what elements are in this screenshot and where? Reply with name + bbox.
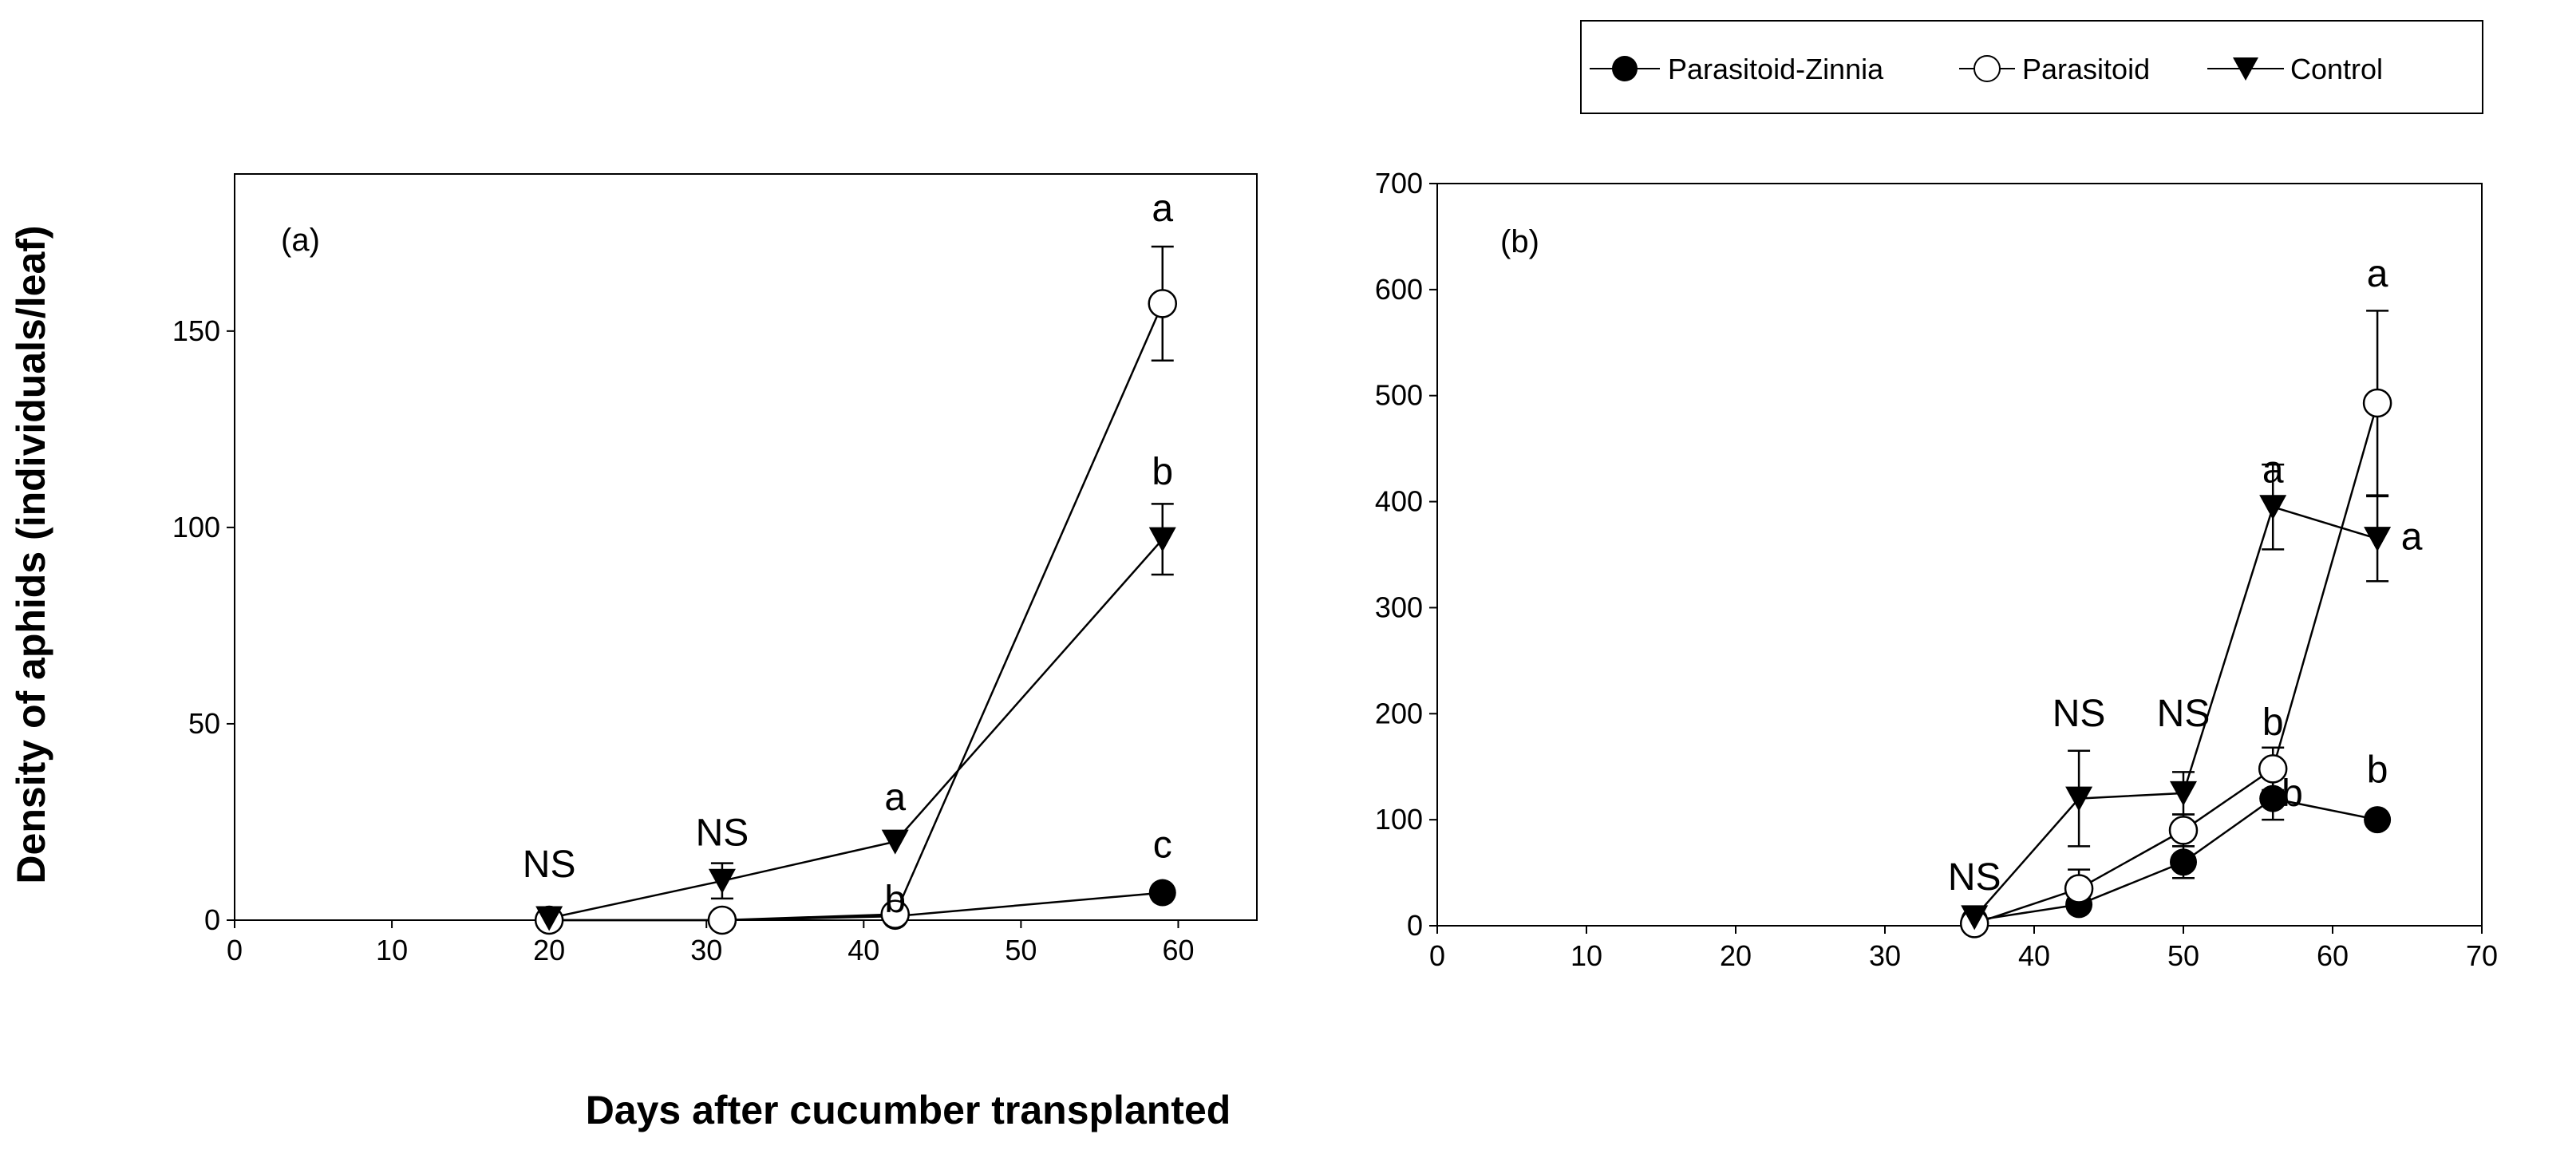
x-tick-label: 30 [690,934,722,966]
y-tick-label: 700 [1375,167,1423,200]
data-point-open-circle [707,905,737,935]
legend: Parasitoid-Zinnia Parasitoid Control [1580,20,2483,114]
data-point-filled-triangle-down [1961,905,1989,931]
data-point-open-circle [2168,816,2199,845]
significance-label: a [1152,188,1173,230]
series-line-parasitoid [549,302,1164,922]
significance-label: c [1153,824,1172,866]
open-circle-marker [1973,55,2001,82]
significance-label: a [2401,516,2423,558]
filled-circle-marker [1612,56,1638,81]
x-tick-label: 40 [847,934,879,966]
filled-triangle-down-marker [2233,57,2258,81]
data-point-filled-circle [2364,806,2392,834]
data-point-open-circle [2258,754,2288,784]
x-tick-label: 10 [1570,939,1602,972]
y-axis-title: Density of aphids (individuals/leaf) [9,225,53,883]
panel-label: (b) [1500,224,1539,259]
significance-label: a [2262,449,2284,492]
significance-label: NS [523,844,576,886]
significance-label: b [884,879,906,921]
x-tick-label: 50 [1005,934,1037,966]
y-tick-label: 500 [1375,379,1423,412]
legend-box [1580,20,2483,114]
y-tick-label: 0 [204,903,220,936]
legend-label: Parasitoid [2022,53,2150,85]
y-tick-label: 150 [172,314,220,347]
x-tick-label: 40 [2018,939,2050,972]
plot-frame [1436,183,2483,927]
data-point-open-circle [2362,388,2392,418]
x-tick-label: 0 [227,934,243,966]
data-point-filled-triangle-down [708,868,736,894]
data-point-filled-triangle-down [881,829,909,855]
series-line-control [548,538,1164,919]
legend-item-parasitoid-zinnia: Parasitoid-Zinnia [1590,53,1884,85]
data-point-filled-triangle-down [2065,786,2093,812]
significance-label: b [2262,701,2284,744]
data-point-filled-triangle-down [535,906,563,931]
significance-label: NS [1948,856,2001,899]
x-axis-title: Days after cucumber transplanted [586,1088,1231,1132]
data-point-filled-circle [2170,848,2197,876]
significance-label: NS [2157,693,2211,735]
x-tick-label: 30 [1869,939,1901,972]
significance-label: b [2282,773,2303,815]
panel-b: 0 10 20 30 40 50 60 700100200300400500600700(b)… [1375,167,2498,972]
y-tick-label: 200 [1375,697,1423,729]
significance-label: b [1152,451,1173,493]
plot-frame [234,173,1258,921]
legend-label: Control [2290,53,2383,85]
x-tick-label: 20 [533,934,565,966]
y-tick-label: 100 [172,511,220,543]
data-point-filled-triangle-down [2170,780,2197,806]
data-point-open-circle [1148,289,1178,318]
x-tick-label: 70 [2466,939,2498,972]
data-point-filled-triangle-down [2259,495,2287,520]
x-tick-label: 10 [376,934,408,966]
significance-label: b [2367,749,2388,792]
x-tick-label: 50 [2167,939,2199,972]
x-tick-label: 0 [1429,939,1445,972]
significance-label: a [2367,253,2388,295]
data-point-filled-triangle-down [1148,527,1176,552]
y-tick-label: 0 [1407,909,1423,942]
y-tick-label: 50 [188,707,220,740]
y-tick-label: 300 [1375,591,1423,623]
panel-label: (a) [281,223,320,258]
y-tick-label: 400 [1375,485,1423,518]
data-point-filled-circle [1148,879,1176,907]
panel-a: 0 10 20 30 40 50 60 0 50 100 150 (a) NS NS a b c a b [172,173,1258,966]
x-tick-label: 60 [2317,939,2349,972]
x-tick-label: 20 [1720,939,1752,972]
y-tick-label: 100 [1375,803,1423,836]
legend-item-control: Control [2207,53,2383,85]
data-point-open-circle [2064,874,2094,903]
significance-label: NS [696,812,749,855]
legend-item-parasitoid: Parasitoid [1959,53,2150,85]
significance-label: a [884,777,906,819]
data-point-filled-triangle-down [2364,527,2392,552]
x-tick-label: 60 [1162,934,1194,966]
y-tick-label: 600 [1375,273,1423,306]
data-point-open-circle [880,899,910,929]
legend-label: Parasitoid-Zinnia [1668,53,1884,85]
data-point-filled-circle [2259,784,2287,812]
significance-label: NS [2053,693,2106,735]
